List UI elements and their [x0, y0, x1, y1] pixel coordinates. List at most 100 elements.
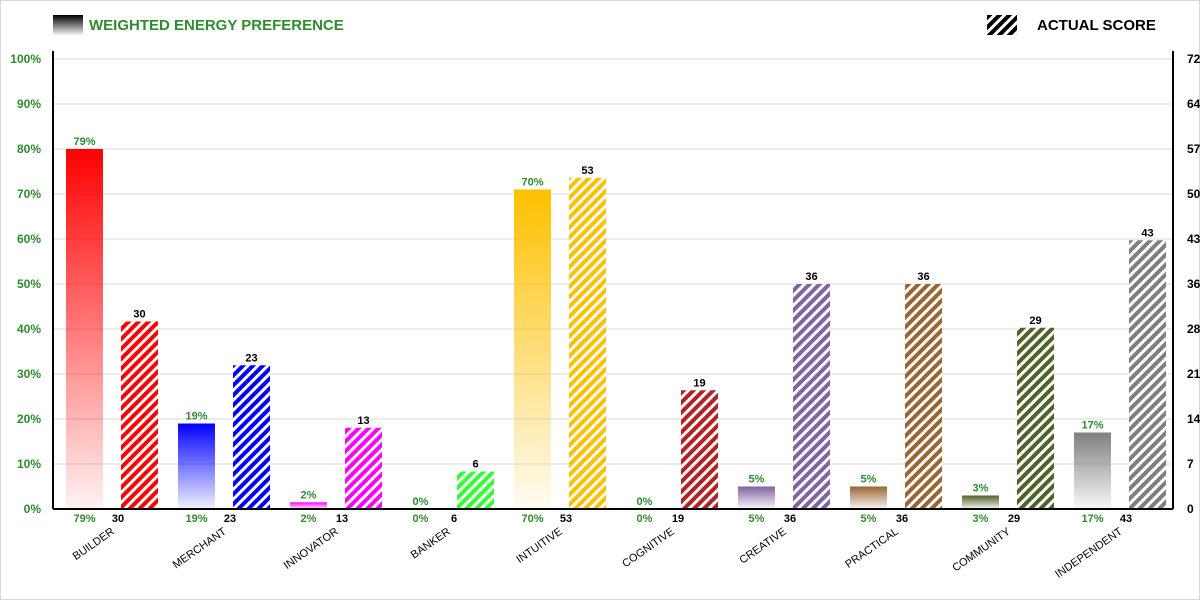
- category-label: BUILDER: [71, 526, 117, 563]
- score-bar: [457, 471, 494, 509]
- y-right-tick: 21: [1187, 367, 1200, 381]
- category-label: PRACTICAL: [843, 526, 900, 571]
- category-labels: BUILDER MERCHANT INNOVATOR BANKER INTUITIVE C…: [71, 525, 1125, 580]
- score-axis-value: 36: [896, 513, 908, 525]
- preference-axis-value: 3%: [973, 513, 989, 525]
- preference-bar: [850, 486, 887, 509]
- preference-axis-value: 0%: [637, 513, 653, 525]
- score-value-label: 19: [693, 377, 705, 389]
- category-label: COGNITIVE: [620, 526, 676, 571]
- y-left-tick: 80%: [17, 142, 41, 156]
- y-left-tick: 50%: [17, 277, 41, 291]
- score-value-label: 30: [133, 309, 145, 321]
- y-left-tick: 30%: [17, 367, 41, 381]
- y-left-tick: 100%: [10, 52, 41, 66]
- preference-bar: [738, 486, 775, 509]
- preference-axis-value: 5%: [749, 513, 765, 525]
- category-label: INTUITIVE: [514, 526, 564, 566]
- preference-value-label: 79%: [73, 136, 95, 148]
- legend-right-label: ACTUAL SCORE: [1037, 17, 1156, 34]
- y-right-tick: 7: [1187, 457, 1194, 471]
- y-right-tick: 57: [1187, 142, 1200, 156]
- axes: [52, 51, 1174, 510]
- score-axis-value: 23: [224, 513, 236, 525]
- y-right-tick: 72: [1187, 52, 1200, 66]
- score-axis-value: 43: [1120, 513, 1132, 525]
- score-bar: [681, 390, 718, 509]
- category-label: INNOVATOR: [282, 526, 341, 572]
- gridlines: [53, 58, 1173, 465]
- score-bar: [1129, 240, 1166, 509]
- category-label: MERCHANT: [171, 525, 229, 571]
- preference-value-label: 19%: [185, 411, 207, 423]
- preference-value-label: 0%: [413, 496, 429, 508]
- y-right-tick: 43: [1187, 232, 1200, 246]
- category-label: INDEPENDENT: [1053, 525, 1125, 580]
- category-label: BANKER: [409, 526, 453, 562]
- y-left-tick: 40%: [17, 322, 41, 336]
- score-bar: [569, 177, 606, 509]
- score-value-label: 6: [472, 459, 478, 471]
- score-bar: [1017, 327, 1054, 509]
- score-value-label: 36: [805, 271, 817, 283]
- legend-left-label: WEIGHTED ENERGY PREFERENCE: [89, 17, 344, 34]
- category-label: COMMUNITY: [950, 525, 1013, 574]
- score-axis-value: 19: [672, 513, 684, 525]
- score-value-label: 13: [357, 415, 369, 427]
- score-bar: [121, 321, 158, 509]
- y-left-tick: 20%: [17, 412, 41, 426]
- preference-bar: [514, 189, 551, 509]
- preference-bar: [1074, 432, 1111, 509]
- score-bar: [233, 365, 270, 509]
- preference-value-label: 70%: [521, 177, 543, 189]
- score-bar: [345, 427, 382, 509]
- y-left-tick: 70%: [17, 187, 41, 201]
- y-right-tick: 14: [1187, 412, 1200, 426]
- preference-axis-value: 0%: [413, 513, 429, 525]
- score-axis-value: 29: [1008, 513, 1020, 525]
- data-labels: 79% 30 79% 30 19% 23 19% 23 2% 13 2% 13 0% 6 0% 6 70% 53 7…: [73, 136, 1153, 525]
- preference-value-label: 5%: [749, 474, 765, 486]
- y-right-tick: 50: [1187, 187, 1200, 201]
- score-value-label: 43: [1141, 227, 1153, 239]
- bars: [66, 149, 1166, 509]
- preference-axis-value: 5%: [861, 513, 877, 525]
- legend-right-swatch: [987, 15, 1017, 35]
- score-axis-value: 13: [336, 513, 348, 525]
- score-bar: [905, 284, 942, 509]
- legend-left-swatch: [53, 15, 83, 35]
- preference-value-label: 2%: [301, 489, 317, 501]
- y-left-tick: 0%: [24, 502, 42, 516]
- score-bar: [793, 284, 830, 509]
- preference-value-label: 5%: [861, 474, 877, 486]
- score-axis-value: 53: [560, 513, 572, 525]
- preference-axis-value: 79%: [73, 513, 95, 525]
- score-value-label: 29: [1029, 315, 1041, 327]
- score-value-label: 36: [917, 271, 929, 283]
- y-right-tick: 28: [1187, 322, 1200, 336]
- preference-value-label: 3%: [973, 483, 989, 495]
- preference-bar: [290, 502, 327, 509]
- score-axis-value: 36: [784, 513, 796, 525]
- preference-axis-value: 17%: [1081, 513, 1103, 525]
- score-axis-value: 6: [451, 513, 457, 525]
- y-left-tick: 10%: [17, 457, 41, 471]
- preference-bar: [962, 495, 999, 509]
- preference-axis-value: 19%: [185, 513, 207, 525]
- y-right-tick: 36: [1187, 277, 1200, 291]
- y-right-tick: 0: [1187, 502, 1194, 516]
- y-right-tick: 64: [1187, 97, 1200, 111]
- category-label: CREATIVE: [737, 526, 788, 567]
- score-value-label: 53: [581, 165, 593, 177]
- y-left-tick: 60%: [17, 232, 41, 246]
- preference-bar: [178, 423, 215, 509]
- preference-axis-value: 70%: [521, 513, 543, 525]
- legend: WEIGHTED ENERGY PREFERENCE ACTUAL SCORE: [53, 15, 1156, 35]
- score-axis-value: 30: [112, 513, 124, 525]
- preference-bar: [66, 149, 103, 509]
- y-left-tick: 90%: [17, 97, 41, 111]
- preference-value-label: 0%: [637, 496, 653, 508]
